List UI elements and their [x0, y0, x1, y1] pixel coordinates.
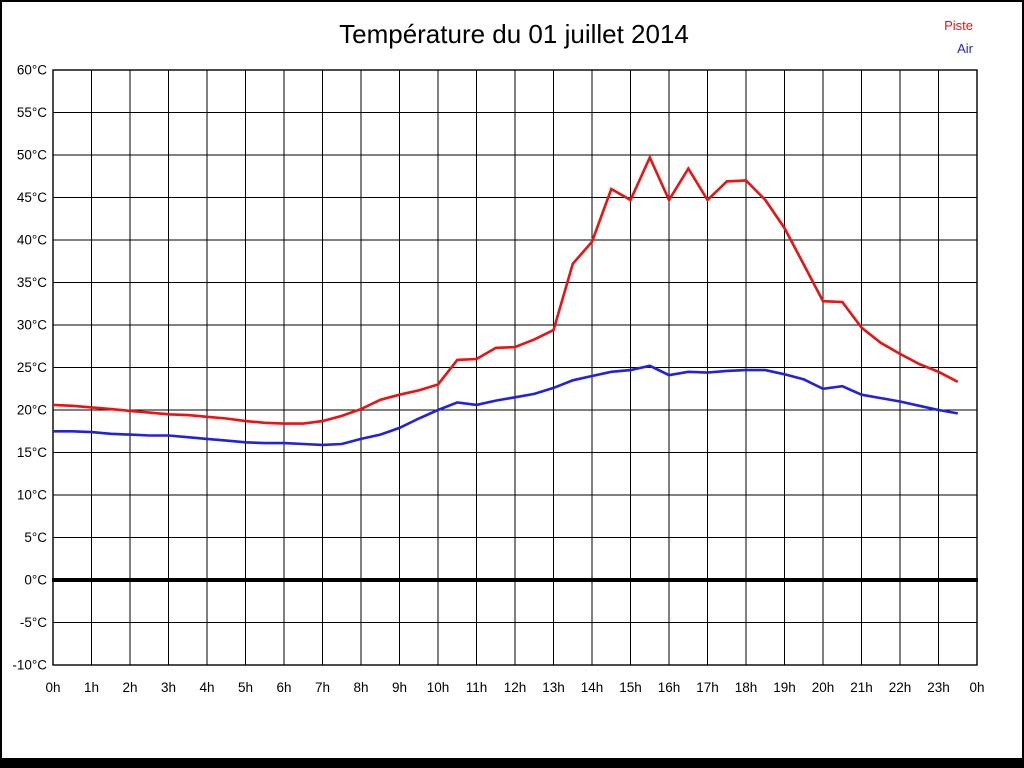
- x-tick-label: 2h: [122, 680, 137, 695]
- y-tick-label: 60°C: [17, 63, 47, 78]
- x-tick-label: 13h: [542, 680, 565, 695]
- x-tick-label: 6h: [276, 680, 291, 695]
- y-tick-label: 10°C: [17, 488, 47, 503]
- x-tick-label: 18h: [735, 680, 758, 695]
- y-tick-label: 50°C: [17, 148, 47, 163]
- air-line: [53, 364, 959, 447]
- x-tick-label: 12h: [504, 680, 527, 695]
- y-tick-label: 0°C: [24, 573, 47, 588]
- legend-item-piste: Piste: [944, 18, 973, 33]
- x-tick-label: 0h: [45, 680, 60, 695]
- x-tick-label: 5h: [238, 680, 253, 695]
- y-tick-label: 40°C: [17, 233, 47, 248]
- x-tick-label: 17h: [696, 680, 719, 695]
- x-tick-label: 23h: [927, 680, 950, 695]
- x-tick-label: 3h: [161, 680, 176, 695]
- x-tick-label: 10h: [427, 680, 450, 695]
- x-tick-label: 19h: [773, 680, 796, 695]
- y-tick-label: 35°C: [17, 275, 47, 290]
- piste-line: [52, 154, 959, 425]
- x-tick-label: 15h: [619, 680, 642, 695]
- y-tick-label: 5°C: [24, 530, 47, 545]
- x-tick-label: 11h: [466, 680, 488, 695]
- y-tick-label: 45°C: [17, 190, 47, 205]
- y-tick-label: 55°C: [17, 105, 47, 120]
- legend: Piste Air: [944, 14, 973, 60]
- x-tick-label: 21h: [850, 680, 873, 695]
- chart-title: Température du 01 juillet 2014: [339, 19, 689, 49]
- y-tick-label: -5°C: [20, 615, 47, 630]
- y-tick-label: 25°C: [17, 360, 47, 375]
- y-tick-label: -10°C: [12, 658, 47, 673]
- x-tick-label: 7h: [315, 680, 330, 695]
- x-tick-label: 4h: [199, 680, 214, 695]
- x-tick-label: 14h: [581, 680, 604, 695]
- y-tick-label: 30°C: [17, 318, 47, 333]
- x-tick-label: 9h: [392, 680, 407, 695]
- y-tick-label: 15°C: [17, 445, 47, 460]
- x-tick-label: 22h: [889, 680, 912, 695]
- x-tick-label: 1h: [84, 680, 99, 695]
- x-tick-label: 20h: [812, 680, 835, 695]
- x-tick-label: 0h: [969, 680, 984, 695]
- x-tick-label: 8h: [353, 680, 368, 695]
- plot-frame: [52, 69, 978, 666]
- bottom-border-bar: [2, 758, 1022, 766]
- y-tick-label: 20°C: [17, 403, 47, 418]
- legend-item-air: Air: [957, 41, 973, 56]
- x-tick-label: 16h: [658, 680, 681, 695]
